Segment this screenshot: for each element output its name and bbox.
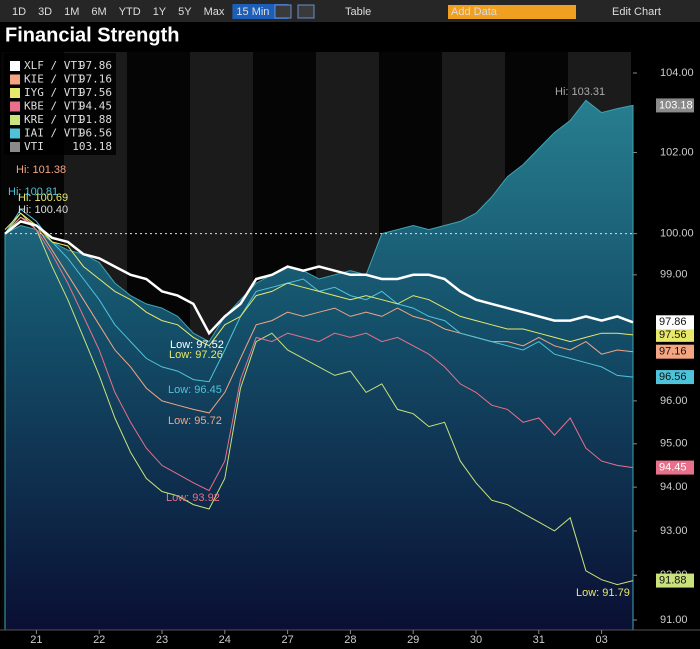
range-button[interactable]: 3D [38, 6, 52, 18]
y-tick-label: 102.00 [660, 146, 694, 158]
value-flag-label: 94.45 [659, 461, 687, 473]
line [4, 220, 634, 336]
annotation: Low: 96.45 [168, 384, 222, 396]
legend-label: KRE / VTI [24, 113, 84, 126]
chart-type-icon[interactable] [274, 4, 292, 19]
line [4, 212, 634, 347]
toolbar-items: 1D 3D 1M 6M YTD 1Y 5Y Max 15 Min ▼ Table Add Data E… [12, 4, 661, 19]
x-tick-label: 22 [93, 634, 105, 646]
range-button[interactable]: 1M [64, 6, 79, 18]
value-flag-label: 97.16 [659, 346, 687, 358]
legend-value: 103.18 [72, 140, 112, 153]
annotation: Low: 95.72 [168, 415, 222, 427]
legend-label: XLF / VTI [24, 59, 84, 72]
value-flag [656, 370, 694, 385]
legend-swatch [10, 142, 20, 152]
legend-label: VTI [24, 140, 44, 153]
annotation: Hi: 100.81 [8, 186, 58, 198]
add-data-input[interactable] [448, 5, 576, 19]
edit-chart-button[interactable]: Edit Chart [612, 6, 661, 18]
annotation: Low: 97.26 [169, 349, 223, 361]
range-button[interactable]: Max [204, 6, 225, 18]
legend-swatch [10, 88, 20, 98]
annotation: Low: 97.52 [170, 339, 224, 351]
x-tick-label: 23 [156, 634, 168, 646]
range-button[interactable]: 5Y [178, 6, 192, 18]
legend-box [4, 53, 116, 155]
x-tick-label: 27 [281, 634, 293, 646]
annotation: Low: 91.79 [576, 587, 630, 599]
annotation: Hi: 103.31 [555, 86, 605, 98]
interval-button[interactable]: 15 Min ▼ [236, 6, 283, 18]
x-tick-label: 29 [407, 634, 419, 646]
plot-area: 104.00 102.00 100.00 99.00 96.00 95.00 94.00 93… [0, 52, 700, 646]
x-tick-label: 03 [595, 634, 607, 646]
value-flag [656, 460, 694, 475]
value-flag [656, 327, 694, 342]
x-tick-label: 21 [30, 634, 42, 646]
legend-swatch [10, 101, 20, 112]
legend-swatch [10, 128, 20, 139]
legend-label: KIE / VTI [24, 73, 84, 86]
x-tick-label: 28 [344, 634, 356, 646]
legend-label: IAI / VTI [24, 127, 84, 140]
legend-value: 94.45 [79, 100, 112, 113]
value-flag-label: 103.18 [659, 99, 693, 111]
legend-value: 96.56 [79, 127, 112, 140]
annotation: Hi: 100.69 [18, 192, 68, 204]
value-flag-label: 96.56 [659, 371, 687, 383]
value-flag [656, 573, 694, 588]
y-tick-label: 93.00 [660, 525, 688, 537]
annotation: Hi: 100.40 [18, 204, 68, 216]
legend-value: 97.16 [79, 73, 112, 86]
legend-value: 97.56 [79, 86, 112, 99]
value-flag [656, 315, 694, 330]
y-tick-label: 96.00 [660, 395, 688, 407]
range-button[interactable]: 6M [91, 6, 106, 18]
legend-swatch [10, 61, 20, 71]
add-data-placeholder: Add Data [451, 6, 498, 18]
interval-button-bg [232, 4, 289, 19]
line [4, 216, 634, 492]
range-button[interactable]: YTD [119, 6, 141, 18]
legend-label: KBE / VTI [24, 100, 84, 113]
x-tick-label: 30 [470, 634, 482, 646]
y-tick-label: 91.00 [660, 614, 688, 626]
y-tick-label: 99.00 [660, 269, 688, 281]
table-button[interactable]: Table [345, 6, 371, 18]
y-tick-label: 94.00 [660, 481, 688, 493]
y-tick-label: 104.00 [660, 67, 694, 79]
y-tick-label: 95.00 [660, 438, 688, 450]
annotation: Hi: 101.38 [16, 164, 66, 176]
range-button[interactable]: 1Y [153, 6, 167, 18]
x-tick-label: 31 [533, 634, 545, 646]
range-button[interactable]: 1D [12, 6, 26, 18]
value-flag [656, 98, 694, 113]
line [4, 216, 634, 414]
legend-value: 91.88 [79, 113, 112, 126]
value-flag-label: 97.86 [659, 316, 687, 328]
chart-type-icon[interactable] [297, 4, 315, 19]
legend-value: 97.86 [79, 59, 112, 72]
value-flag [656, 344, 694, 359]
x-tick-label: 24 [219, 634, 231, 646]
chart-title: Financial Strength [5, 24, 179, 46]
line [4, 212, 634, 586]
annotation: Low: 93.92 [166, 492, 220, 504]
legend-label: IYG / VTI [24, 86, 84, 99]
value-flag-label: 91.88 [659, 574, 687, 586]
y-tick-label: 100.00 [660, 228, 694, 240]
value-flag-label: 97.56 [659, 329, 687, 341]
legend-swatch [10, 115, 20, 125]
legend-swatch [10, 74, 20, 85]
